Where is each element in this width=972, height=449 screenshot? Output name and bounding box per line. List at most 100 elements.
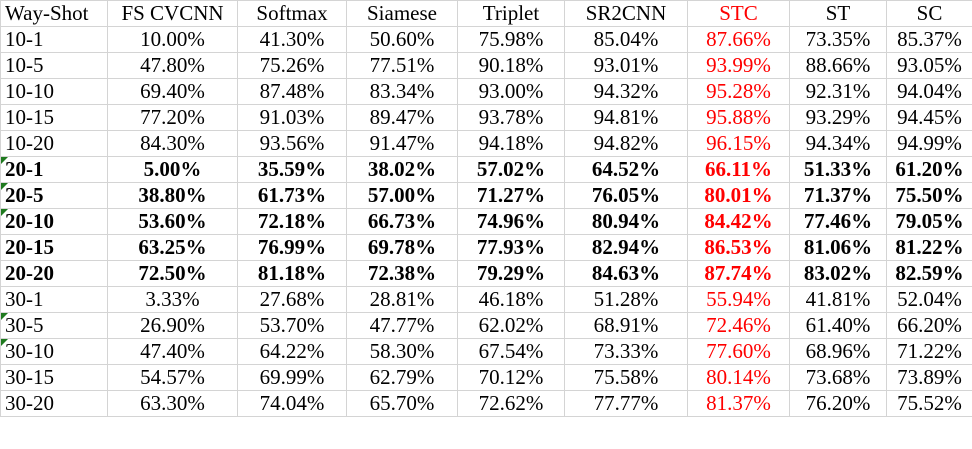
table-row: 30-5 26.90% 53.70% 47.77% 62.02% 68.91% 72.46%… [0, 312, 972, 339]
way-shot-cell: 20-5 [0, 182, 108, 209]
value-cell: 61.20% [886, 156, 972, 183]
value-cell: 67.54% [457, 338, 565, 365]
value-cell: 26.90% [107, 312, 238, 339]
value-cell: 85.04% [564, 26, 688, 53]
value-cell: 77.51% [346, 52, 458, 79]
value-cell: 84.30% [107, 130, 238, 157]
value-cell: 38.02% [346, 156, 458, 183]
value-cell: 76.20% [789, 390, 887, 417]
value-cell: 93.99% [687, 52, 790, 79]
table-row: 20-20 72.50% 81.18% 72.38% 79.29% 84.63% 87.74… [0, 260, 972, 287]
way-shot-cell: 20-15 [0, 234, 108, 261]
value-cell: 93.56% [237, 130, 347, 157]
value-cell: 63.30% [107, 390, 238, 417]
value-cell: 69.40% [107, 78, 238, 105]
value-cell: 82.59% [886, 260, 972, 287]
value-cell: 81.22% [886, 234, 972, 261]
value-cell: 75.98% [457, 26, 565, 53]
header-row: Way-Shot FS CVCNN Softmax Siamese Triplet SR2… [0, 0, 972, 27]
value-cell: 88.66% [789, 52, 887, 79]
value-cell: 72.38% [346, 260, 458, 287]
value-cell: 77.46% [789, 208, 887, 235]
value-cell: 71.37% [789, 182, 887, 209]
value-cell: 81.06% [789, 234, 887, 261]
value-cell: 47.80% [107, 52, 238, 79]
value-cell: 72.62% [457, 390, 565, 417]
way-shot-cell: 10-5 [0, 52, 108, 79]
value-cell: 47.40% [107, 338, 238, 365]
value-cell: 3.33% [107, 286, 238, 313]
table-row: 10-15 77.20% 91.03% 89.47% 93.78% 94.81% 95.88… [0, 104, 972, 131]
table-row: 10-5 47.80% 75.26% 77.51% 90.18% 93.01% 93.99%… [0, 52, 972, 79]
table-row: 20-5 38.80% 61.73% 57.00% 71.27% 76.05% 80.01%… [0, 182, 972, 209]
value-cell: 71.27% [457, 182, 565, 209]
value-cell: 51.28% [564, 286, 688, 313]
value-cell: 5.00% [107, 156, 238, 183]
value-cell: 81.37% [687, 390, 790, 417]
value-cell: 94.34% [789, 130, 887, 157]
value-cell: 10.00% [107, 26, 238, 53]
header-cell: STC [687, 0, 790, 27]
header-cell: FS CVCNN [107, 0, 238, 27]
value-cell: 35.59% [237, 156, 347, 183]
value-cell: 80.94% [564, 208, 688, 235]
value-cell: 75.50% [886, 182, 972, 209]
value-cell: 77.77% [564, 390, 688, 417]
table-row: 10-1 10.00% 41.30% 50.60% 75.98% 85.04% 87.66%… [0, 26, 972, 53]
value-cell: 83.34% [346, 78, 458, 105]
table-row: 20-10 53.60% 72.18% 66.73% 74.96% 80.94% 84.42… [0, 208, 972, 235]
way-shot-cell: 30-15 [0, 364, 108, 391]
value-cell: 82.94% [564, 234, 688, 261]
value-cell: 93.00% [457, 78, 565, 105]
value-cell: 66.11% [687, 156, 790, 183]
value-cell: 62.02% [457, 312, 565, 339]
value-cell: 87.48% [237, 78, 347, 105]
value-cell: 69.78% [346, 234, 458, 261]
value-cell: 57.00% [346, 182, 458, 209]
way-shot-cell: 30-5 [0, 312, 108, 339]
value-cell: 95.88% [687, 104, 790, 131]
value-cell: 27.68% [237, 286, 347, 313]
value-cell: 72.50% [107, 260, 238, 287]
value-cell: 93.78% [457, 104, 565, 131]
value-cell: 75.26% [237, 52, 347, 79]
value-cell: 84.42% [687, 208, 790, 235]
way-shot-cell: 10-1 [0, 26, 108, 53]
value-cell: 41.81% [789, 286, 887, 313]
value-cell: 77.93% [457, 234, 565, 261]
value-cell: 55.94% [687, 286, 790, 313]
value-cell: 69.99% [237, 364, 347, 391]
way-shot-cell: 20-10 [0, 208, 108, 235]
value-cell: 76.05% [564, 182, 688, 209]
table-row: 20-15 63.25% 76.99% 69.78% 77.93% 82.94% 86.53… [0, 234, 972, 261]
value-cell: 96.15% [687, 130, 790, 157]
value-cell: 91.03% [237, 104, 347, 131]
value-cell: 73.35% [789, 26, 887, 53]
table-row: 10-10 69.40% 87.48% 83.34% 93.00% 94.32% 95.28… [0, 78, 972, 105]
value-cell: 94.04% [886, 78, 972, 105]
value-cell: 41.30% [237, 26, 347, 53]
value-cell: 81.18% [237, 260, 347, 287]
table-row: 10-20 84.30% 93.56% 91.47% 94.18% 94.82% 96.15… [0, 130, 972, 157]
value-cell: 75.58% [564, 364, 688, 391]
value-cell: 58.30% [346, 338, 458, 365]
header-cell: Siamese [346, 0, 458, 27]
value-cell: 77.20% [107, 104, 238, 131]
value-cell: 47.77% [346, 312, 458, 339]
value-cell: 94.99% [886, 130, 972, 157]
value-cell: 87.66% [687, 26, 790, 53]
value-cell: 38.80% [107, 182, 238, 209]
value-cell: 61.73% [237, 182, 347, 209]
way-shot-cell: 20-20 [0, 260, 108, 287]
value-cell: 63.25% [107, 234, 238, 261]
value-cell: 73.89% [886, 364, 972, 391]
value-cell: 53.60% [107, 208, 238, 235]
value-cell: 94.32% [564, 78, 688, 105]
header-cell: ST [789, 0, 887, 27]
value-cell: 73.68% [789, 364, 887, 391]
value-cell: 92.31% [789, 78, 887, 105]
value-cell: 64.52% [564, 156, 688, 183]
header-cell: Softmax [237, 0, 347, 27]
way-shot-cell: 30-20 [0, 390, 108, 417]
way-shot-cell: 10-15 [0, 104, 108, 131]
